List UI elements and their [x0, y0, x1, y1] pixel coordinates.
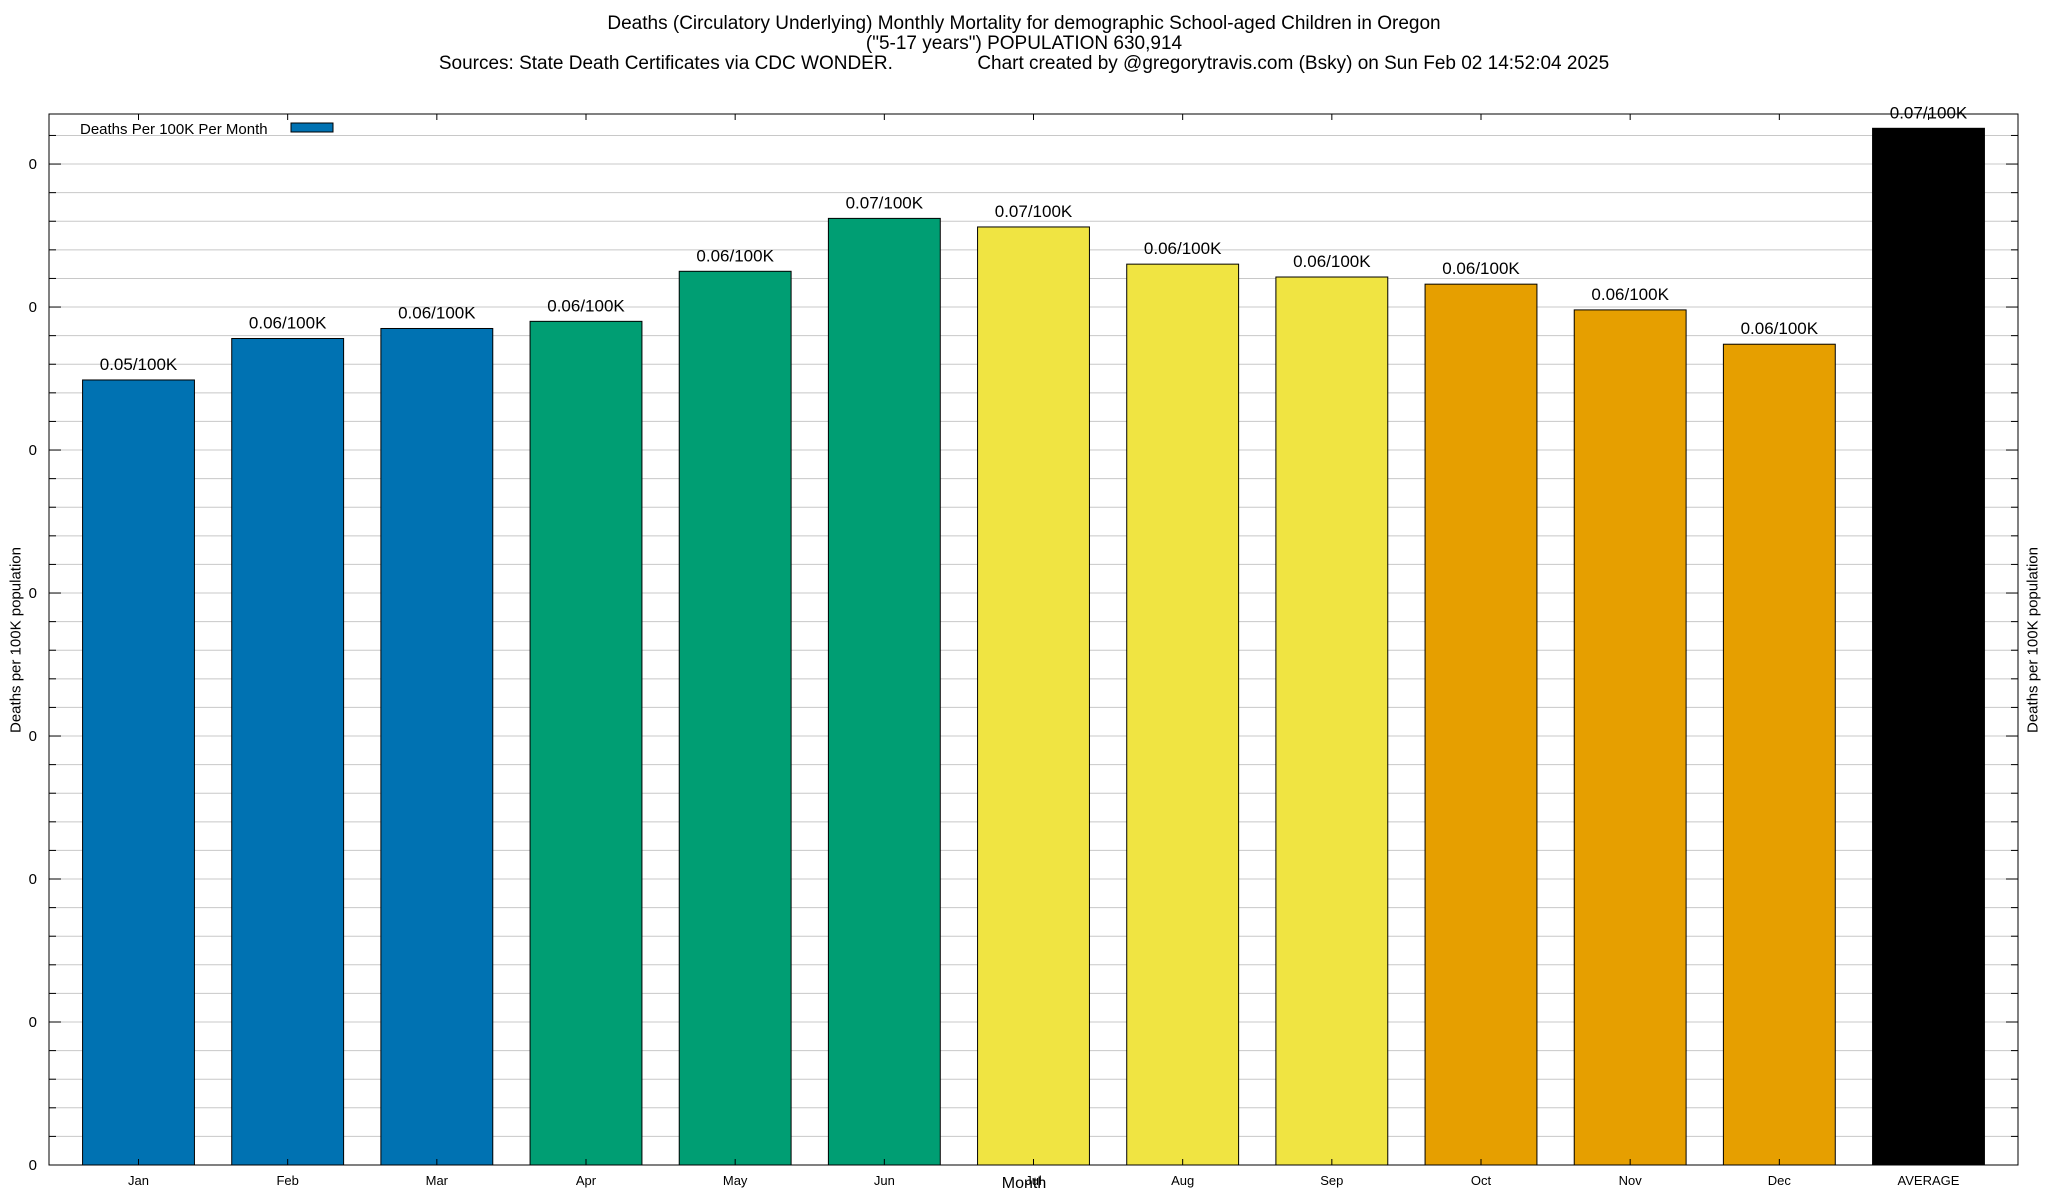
- x-tick-label: Jan: [128, 1173, 149, 1188]
- bar-aug: [1126, 263, 1240, 1166]
- bar-dec: [1722, 343, 1836, 1166]
- bar-nov: [1573, 309, 1687, 1166]
- bar-data-label: 0.06/100K: [398, 303, 476, 322]
- bar-jan: [82, 379, 195, 1166]
- y-tick-label: 0: [29, 728, 37, 745]
- bar-data-label: 0.05/100K: [100, 355, 178, 374]
- bar-feb: [231, 337, 345, 1166]
- chart-credits: Sources: State Death Certificates via CD…: [438, 53, 1610, 74]
- y-tick-label: 0: [29, 299, 37, 316]
- x-tick-label: Dec: [1768, 1173, 1792, 1188]
- bar-data-label: 0.06/100K: [1293, 252, 1371, 271]
- bar-data-label: 0.06/100K: [1144, 239, 1222, 258]
- bar-data-label: 0.07/100K: [846, 193, 924, 212]
- x-tick-label: Mar: [426, 1173, 449, 1188]
- x-tick-label: Apr: [576, 1173, 597, 1188]
- bar-mar: [380, 327, 494, 1166]
- bar-data-label: 0.06/100K: [1442, 259, 1520, 278]
- bar-data-label: 0.06/100K: [1591, 285, 1669, 304]
- x-tick-label: Nov: [1619, 1173, 1643, 1188]
- x-tick-label: Jul: [1025, 1173, 1042, 1188]
- x-tick-label: Sep: [1320, 1173, 1343, 1188]
- bar-may: [678, 270, 792, 1166]
- y-tick-label: 0: [29, 1014, 37, 1031]
- y-tick-label: 0: [29, 442, 37, 459]
- x-tick-label: May: [723, 1173, 748, 1188]
- chart-title-block: Deaths (Circulatory Underlying) Monthly …: [0, 14, 2048, 74]
- y-tick-label: 0: [29, 871, 37, 888]
- y-tick-label: 0: [29, 1157, 37, 1174]
- chart-subtitle: ("5-17 years") POPULATION 630,914: [865, 33, 1183, 54]
- bar-data-label: 0.07/100K: [1890, 103, 1968, 122]
- x-tick-label: Jun: [874, 1173, 895, 1188]
- bar-average: [1872, 127, 1985, 1166]
- x-tick-label: Aug: [1171, 1173, 1194, 1188]
- bar-data-label: 0.06/100K: [249, 313, 327, 332]
- chart-title: Deaths (Circulatory Underlying) Monthly …: [607, 13, 1441, 34]
- x-axis-label: Month: [1001, 1175, 1047, 1192]
- bar-data-label: 0.06/100K: [547, 296, 625, 315]
- bar-data-label: 0.06/100K: [1741, 319, 1819, 338]
- x-tick-label: Feb: [276, 1173, 298, 1188]
- bar-jul: [977, 226, 1090, 1166]
- x-tick-label: Oct: [1471, 1173, 1492, 1188]
- y-axis-label-right: Deaths per 100K population: [2024, 547, 2042, 733]
- bar-oct: [1424, 283, 1538, 1166]
- bar-data-label: 0.07/100K: [995, 202, 1073, 221]
- bar-apr: [529, 320, 643, 1166]
- plot-border: [48, 113, 2019, 1166]
- bar-jun: [827, 217, 941, 1166]
- bar-data-label: 0.06/100K: [696, 246, 774, 265]
- y-tick-label: 0: [29, 156, 37, 173]
- legend-label: Deaths Per 100K Per Month: [80, 121, 268, 138]
- legend-swatch: [290, 122, 334, 133]
- x-tick-label: AVERAGE: [1898, 1173, 1960, 1188]
- y-tick-label: 0: [29, 585, 37, 602]
- y-axis-label-left: Deaths per 100K population: [7, 547, 25, 733]
- bar-sep: [1275, 276, 1389, 1166]
